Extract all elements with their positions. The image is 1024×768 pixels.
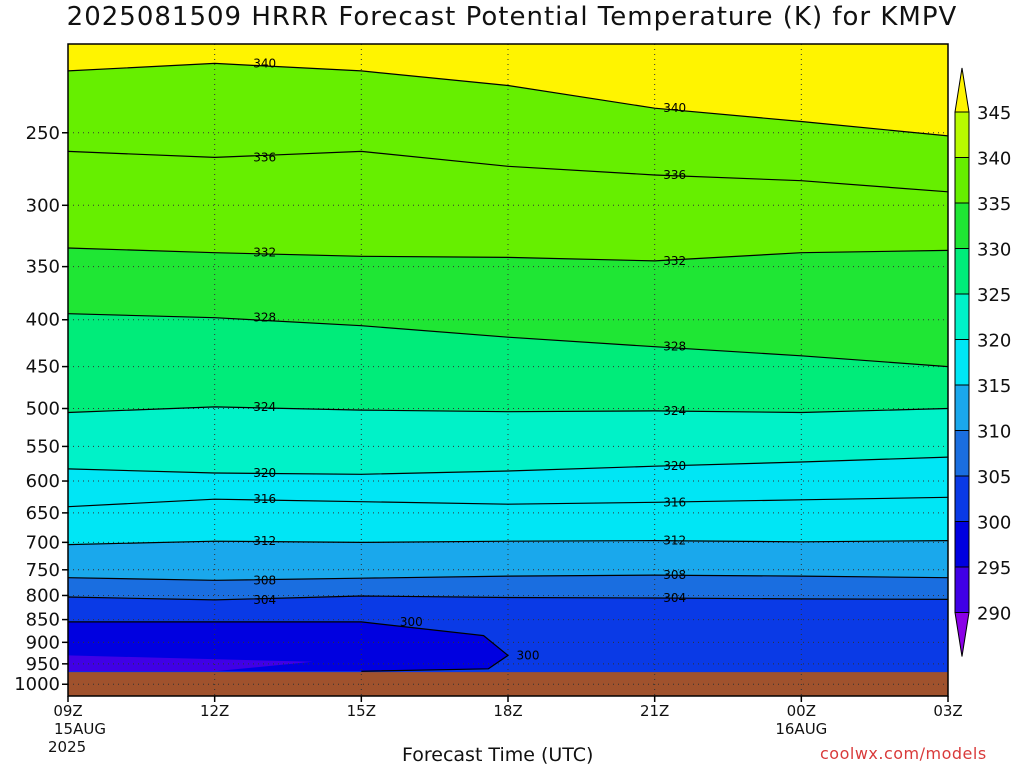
contour-label-320: 320: [663, 459, 686, 473]
y-tick-label-750: 750: [26, 560, 60, 581]
y-tick-label-500: 500: [26, 399, 60, 420]
contour-328: [68, 313, 948, 368]
y-tick-label-300: 300: [26, 195, 60, 216]
contour-label-336: 336: [663, 168, 686, 182]
contour-label-312: 312: [253, 534, 276, 548]
colorbar-segment-330: [954, 202, 970, 249]
y-tick-label-650: 650: [26, 503, 60, 524]
contour-label-332: 332: [663, 254, 686, 268]
colorbar-label-345: 345: [977, 103, 1011, 124]
contour-label-336: 336: [253, 150, 276, 164]
contour-304: [68, 595, 948, 601]
chart-title: 2025081509 HRRR Forecast Potential Tempe…: [66, 2, 958, 32]
contour-label-324: 324: [253, 400, 276, 414]
contour-label-328: 328: [663, 340, 686, 354]
y-tick-label-850: 850: [26, 610, 60, 631]
contour-316: [68, 496, 948, 508]
source-credit: coolwx.com/models: [820, 744, 987, 763]
x-year-label: 2025: [48, 738, 86, 756]
colorbar-label-295: 295: [977, 558, 1011, 579]
colorbar-label-300: 300: [977, 513, 1011, 534]
isentrope-contours: 300 300 304 304 308 308 312 312 316 316 320 320 324 3…: [68, 56, 948, 672]
y-tick-label-950: 950: [26, 654, 60, 675]
pressure-axis: 2503003504004505005506006507007508008509…: [14, 123, 68, 695]
contour-label-312: 312: [663, 534, 686, 548]
colorbar-label-330: 330: [977, 240, 1011, 261]
colorbar-segment-300: [954, 475, 970, 522]
coldest-pool-fill: [68, 655, 313, 672]
y-tick-label-900: 900: [26, 632, 60, 653]
colorbar-segment-335: [954, 157, 970, 204]
colorbar-label-310: 310: [977, 422, 1011, 443]
contour-label-324: 324: [663, 404, 686, 418]
colorbar-bottom-arrow: [954, 612, 970, 657]
colorbar-segment-340: [954, 111, 970, 158]
contour-320: [68, 456, 948, 475]
colorbar-segment-310: [954, 384, 970, 431]
y-tick-label-1000: 1000: [14, 674, 60, 695]
contour-label-332: 332: [253, 246, 276, 260]
y-tick-label-450: 450: [26, 357, 60, 378]
contour-label-308: 308: [663, 568, 686, 582]
colorbar-top-arrow: [954, 67, 970, 113]
contour-label-308: 308: [253, 573, 276, 587]
contour-label-340: 340: [253, 56, 276, 70]
x-tick-label-00Z: 00Z: [787, 702, 816, 720]
colorbar-legend: 345 340 335 330 325 320 315 310 305 300 295 290: [954, 67, 1011, 657]
x-tick-label-03Z: 03Z: [933, 702, 962, 720]
y-tick-label-350: 350: [26, 257, 60, 278]
contour-label-300: 300: [517, 648, 540, 662]
colorbar-segment-325: [954, 248, 970, 295]
y-tick-label-250: 250: [26, 123, 60, 144]
x-tick-label-18Z: 18Z: [493, 702, 522, 720]
colorbar-label-290: 290: [977, 604, 1011, 625]
contour-label-300: 300: [400, 615, 423, 629]
contour-label-316: 316: [663, 495, 686, 509]
contour-336: [68, 150, 948, 193]
y-tick-label-700: 700: [26, 532, 60, 553]
x-axis-label: Forecast Time (UTC): [402, 744, 594, 766]
colorbar-segment-320: [954, 293, 970, 340]
contour-340: [68, 62, 948, 137]
colorbar-label-315: 315: [977, 376, 1011, 397]
contour-label-316: 316: [253, 492, 276, 506]
contour-label-304: 304: [663, 591, 686, 605]
x-tick-label-21Z: 21Z: [640, 702, 669, 720]
y-tick-label-550: 550: [26, 436, 60, 457]
contour-312: [68, 539, 948, 546]
colorbar-segment-290: [954, 566, 970, 613]
colorbar-label-335: 335: [977, 194, 1011, 215]
contour-332: [68, 247, 948, 262]
x-date-label-16AUG: 16AUG: [775, 720, 827, 738]
contour-label-340: 340: [663, 101, 686, 115]
colorbar-segment-295: [954, 521, 970, 568]
colorbar-label-340: 340: [977, 149, 1011, 170]
x-date-label-15AUG: 15AUG: [54, 720, 106, 738]
contour-324: [68, 406, 948, 414]
x-tick-label-15Z: 15Z: [347, 702, 376, 720]
contour-label-328: 328: [253, 311, 276, 325]
colorbar-segment-315: [954, 339, 970, 386]
x-tick-label-09Z: 09Z: [53, 702, 82, 720]
contour-308: [68, 574, 948, 581]
x-tick-label-12Z: 12Z: [200, 702, 229, 720]
contour-label-320: 320: [253, 466, 276, 480]
y-tick-label-800: 800: [26, 585, 60, 606]
colorbar-label-320: 320: [977, 331, 1011, 352]
y-tick-label-600: 600: [26, 471, 60, 492]
colorbar-label-305: 305: [977, 467, 1011, 488]
colorbar-label-325: 325: [977, 285, 1011, 306]
colorbar-segment-305: [954, 430, 970, 477]
contour-300: [68, 621, 510, 672]
contour-label-304: 304: [253, 593, 276, 607]
y-tick-label-400: 400: [26, 310, 60, 331]
